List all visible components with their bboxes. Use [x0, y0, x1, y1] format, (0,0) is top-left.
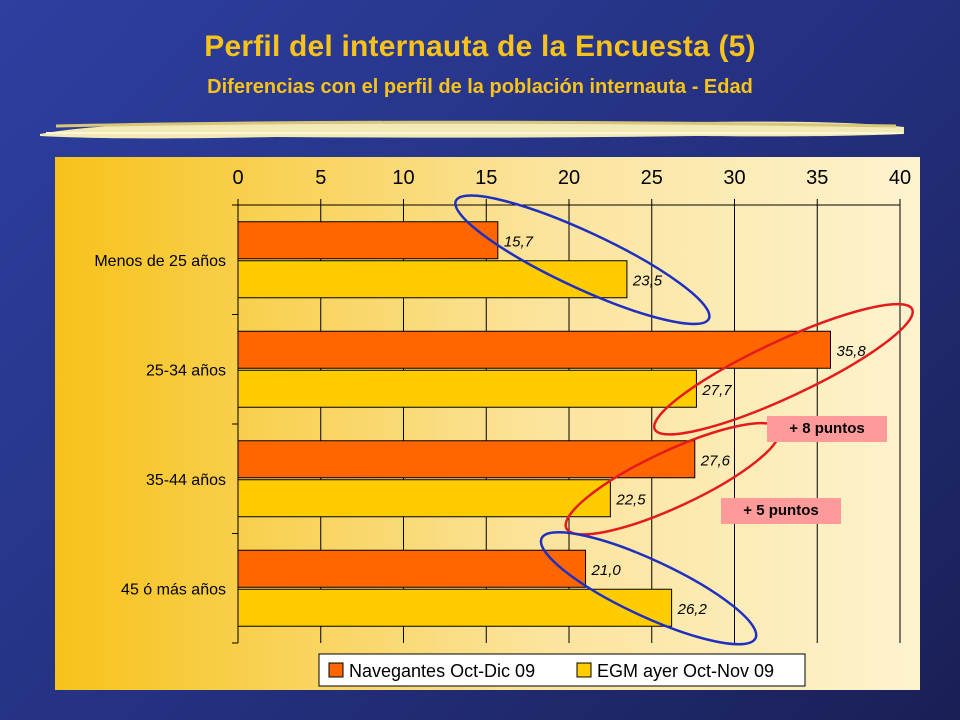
category-label-3: 45 ó más años	[121, 581, 226, 598]
value-label-s2-1: 27,7	[701, 382, 732, 399]
slide-subtitle: Diferencias con el perfil de la població…	[207, 76, 753, 98]
decorative-divider	[40, 120, 904, 139]
x-tick-label-6: 30	[723, 167, 745, 189]
value-label-s2-3: 26,2	[677, 601, 708, 618]
highlight-ellipse-2	[564, 421, 781, 536]
highlight-ellipse-3	[539, 531, 758, 646]
x-tick-label-1: 5	[315, 167, 326, 189]
highlight-ellipse-1	[652, 302, 914, 436]
category-label-1: 25-34 años	[146, 362, 226, 379]
x-tick-label-7: 35	[806, 167, 828, 189]
callout-8-puntos: + 8 puntos	[767, 416, 887, 442]
slide-title: Perfil del internauta de la Encuesta (5)	[204, 30, 756, 63]
bar-s1-1	[237, 330, 831, 369]
chart-panel: 0 5 10 15 20 25 30 35 40 Menos de 25 años 15,7 23,5…	[55, 157, 920, 690]
bar-s1-0	[237, 221, 499, 260]
value-label-s1-1: 35,8	[836, 343, 866, 360]
x-tick-label-0: 0	[232, 167, 243, 189]
bar-s2-2	[237, 479, 611, 518]
category-label-2: 35-44 años	[146, 472, 226, 489]
bar-s2-3	[237, 588, 673, 627]
value-label-s1-0: 15,7	[504, 233, 534, 250]
x-tick-label-8: 40	[889, 167, 911, 189]
category-label-0: Menos de 25 años	[94, 253, 226, 270]
value-label-s1-2: 27,6	[700, 452, 731, 469]
bar-s2-0	[237, 260, 628, 299]
bar-s2-1	[237, 369, 697, 408]
highlight-ellipse-0	[454, 194, 711, 326]
legend-box	[318, 653, 806, 687]
x-tick-label-2: 10	[392, 167, 414, 189]
value-label-s2-0: 23,5	[632, 272, 663, 289]
bar-s1-3	[237, 549, 587, 588]
legend-swatch-2	[576, 662, 592, 678]
legend-label-1: Navegantes Oct-Dic 09	[349, 661, 535, 681]
x-tick-label-4: 20	[558, 167, 580, 189]
bar-s1-2	[237, 440, 696, 479]
legend-swatch-1	[328, 662, 344, 678]
bar-chart: 0 5 10 15 20 25 30 35 40 Menos de 25 años 15,7 23,5…	[94, 167, 914, 687]
callout-5-puntos: + 5 puntos	[721, 498, 841, 524]
legend-label-2: EGM ayer Oct-Nov 09	[597, 661, 774, 681]
x-tick-label-3: 15	[475, 167, 497, 189]
value-label-s1-3: 21,0	[591, 562, 622, 579]
value-label-s2-2: 22,5	[615, 491, 646, 508]
x-tick-label-5: 25	[641, 167, 663, 189]
